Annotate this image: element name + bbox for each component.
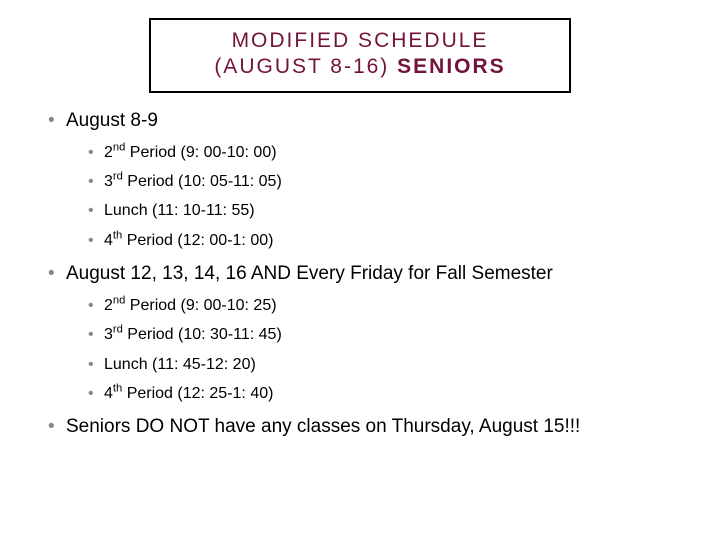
list-item: 4th Period (12: 25-1: 40) [88, 380, 690, 407]
item-pre: Lunch (11: 45-12: 20) [104, 356, 256, 373]
title-line-2-prefix: (AUGUST 8-16) [214, 55, 397, 78]
list-item: 3rd Period (10: 05-11: 05) [88, 168, 690, 195]
section-heading: August 8-9 [66, 110, 158, 131]
bullet-list: August 8-9 2nd Period (9: 00-10: 00) 3rd… [30, 107, 690, 442]
item-sup: th [113, 229, 122, 241]
item-pre: 4 [104, 232, 113, 249]
item-sup: rd [113, 171, 123, 183]
list-item: Lunch (11: 10-11: 55) [88, 197, 690, 224]
item-pre: Lunch (11: 10-11: 55) [104, 202, 255, 219]
list-item: 2nd Period (9: 00-10: 25) [88, 292, 690, 319]
item-pre: 2 [104, 144, 113, 161]
item-pre: 4 [104, 385, 113, 402]
item-sup: nd [113, 295, 125, 307]
item-sup: th [113, 382, 122, 394]
footer-text: Seniors DO NOT have any classes on Thurs… [66, 416, 580, 437]
item-rest: Period (9: 00-10: 00) [125, 144, 276, 161]
item-rest: Period (10: 05-11: 05) [123, 173, 282, 190]
sub-list: 2nd Period (9: 00-10: 00) 3rd Period (10… [66, 139, 690, 254]
title-box: MODIFIED SCHEDULE (AUGUST 8-16) SENIORS [149, 18, 571, 93]
list-item: 4th Period (12: 00-1: 00) [88, 227, 690, 254]
title-line-2: (AUGUST 8-16) SENIORS [165, 54, 555, 80]
section-1: August 8-9 2nd Period (9: 00-10: 00) 3rd… [48, 107, 690, 254]
title-line-2-bold: SENIORS [397, 55, 506, 78]
list-item: Lunch (11: 45-12: 20) [88, 351, 690, 378]
section-2: August 12, 13, 14, 16 AND Every Friday f… [48, 260, 690, 407]
item-sup: rd [113, 324, 123, 336]
slide: MODIFIED SCHEDULE (AUGUST 8-16) SENIORS … [0, 0, 720, 540]
item-rest: Period (12: 25-1: 40) [122, 385, 273, 402]
section-heading: August 12, 13, 14, 16 AND Every Friday f… [66, 263, 553, 284]
item-pre: 3 [104, 173, 113, 190]
item-sup: nd [113, 142, 125, 154]
item-rest: Period (9: 00-10: 25) [125, 297, 276, 314]
list-item: 2nd Period (9: 00-10: 00) [88, 139, 690, 166]
item-rest: Period (12: 00-1: 00) [122, 232, 273, 249]
item-pre: 2 [104, 297, 113, 314]
item-rest: Period (10: 30-11: 45) [123, 326, 282, 343]
list-item: 3rd Period (10: 30-11: 45) [88, 321, 690, 348]
sub-list: 2nd Period (9: 00-10: 25) 3rd Period (10… [66, 292, 690, 407]
title-line-1: MODIFIED SCHEDULE [165, 28, 555, 54]
footer-note: Seniors DO NOT have any classes on Thurs… [48, 413, 690, 442]
item-pre: 3 [104, 326, 113, 343]
